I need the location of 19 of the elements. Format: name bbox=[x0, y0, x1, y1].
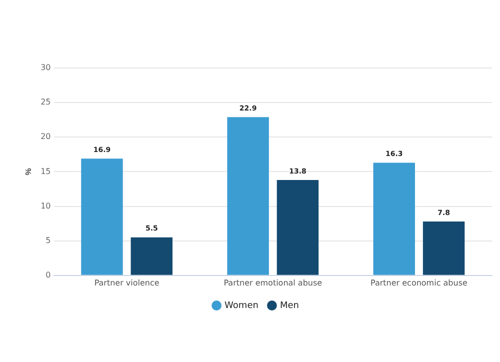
y-tick-label: 5 bbox=[46, 236, 51, 245]
bar bbox=[130, 237, 173, 275]
x-tick-label: Partner economic abuse bbox=[370, 278, 468, 288]
y-tick-label: 0 bbox=[46, 270, 51, 280]
y-tick-label: 20 bbox=[40, 132, 51, 142]
legend-label: Men bbox=[280, 300, 299, 311]
x-tick-label: Partner violence bbox=[94, 278, 160, 288]
y-tick-label: 25 bbox=[40, 98, 51, 107]
y-tick-label: 10 bbox=[40, 201, 51, 210]
legend-label: Women bbox=[224, 300, 258, 311]
bar bbox=[422, 221, 465, 275]
y-tick-label: 15 bbox=[40, 166, 51, 176]
bar bbox=[81, 158, 123, 275]
y-axis-title: % bbox=[24, 168, 34, 176]
y-tick-label: 30 bbox=[40, 63, 51, 72]
x-tick-label: Partner emotional abuse bbox=[224, 278, 322, 288]
bar bbox=[276, 180, 319, 275]
bar bbox=[227, 117, 269, 275]
bar bbox=[373, 162, 415, 275]
